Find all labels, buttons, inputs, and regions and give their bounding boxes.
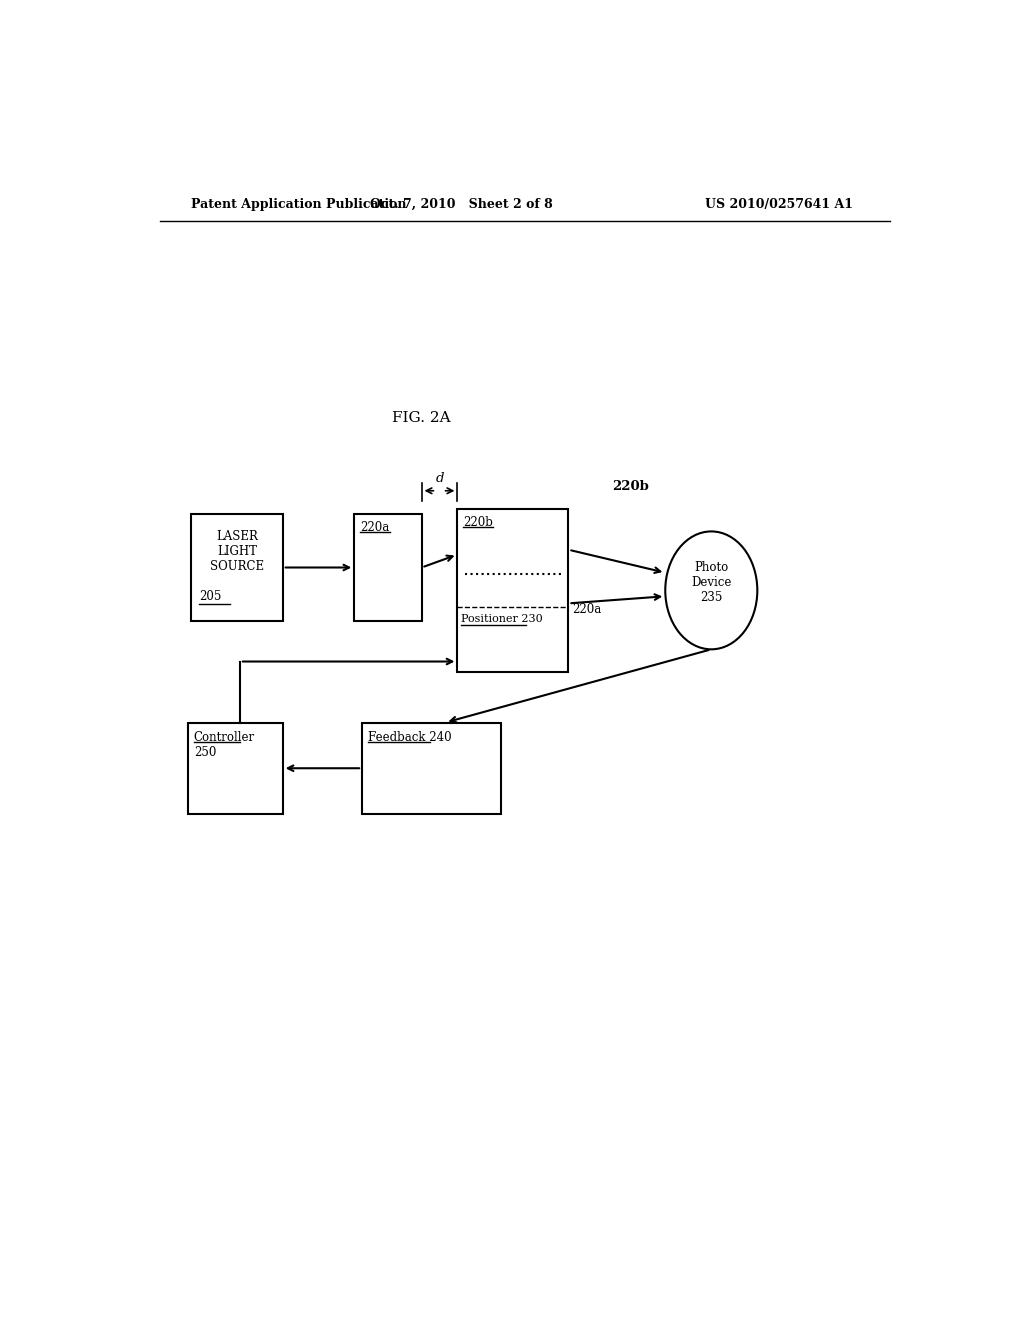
- Text: d: d: [435, 471, 443, 484]
- Text: 220a: 220a: [359, 521, 389, 535]
- Text: Patent Application Publication: Patent Application Publication: [191, 198, 407, 211]
- Text: Controller
250: Controller 250: [194, 731, 255, 759]
- Text: US 2010/0257641 A1: US 2010/0257641 A1: [705, 198, 853, 211]
- Text: Oct. 7, 2010   Sheet 2 of 8: Oct. 7, 2010 Sheet 2 of 8: [370, 198, 553, 211]
- Text: 205: 205: [200, 590, 222, 602]
- Text: Positioner 230: Positioner 230: [461, 614, 543, 624]
- Text: FIG. 2A: FIG. 2A: [392, 411, 451, 425]
- Bar: [187, 722, 283, 814]
- Bar: [354, 515, 422, 620]
- Text: Photo
Device
235: Photo Device 235: [691, 561, 731, 603]
- Bar: [362, 722, 501, 814]
- Text: LASER
LIGHT
SOURCE: LASER LIGHT SOURCE: [210, 531, 264, 573]
- Text: 220b: 220b: [463, 516, 493, 529]
- Bar: [458, 510, 568, 672]
- Circle shape: [666, 532, 758, 649]
- Text: Feedback 240: Feedback 240: [369, 731, 452, 743]
- Bar: [191, 515, 283, 620]
- Text: 220b: 220b: [612, 480, 649, 494]
- Text: 220a: 220a: [572, 603, 602, 616]
